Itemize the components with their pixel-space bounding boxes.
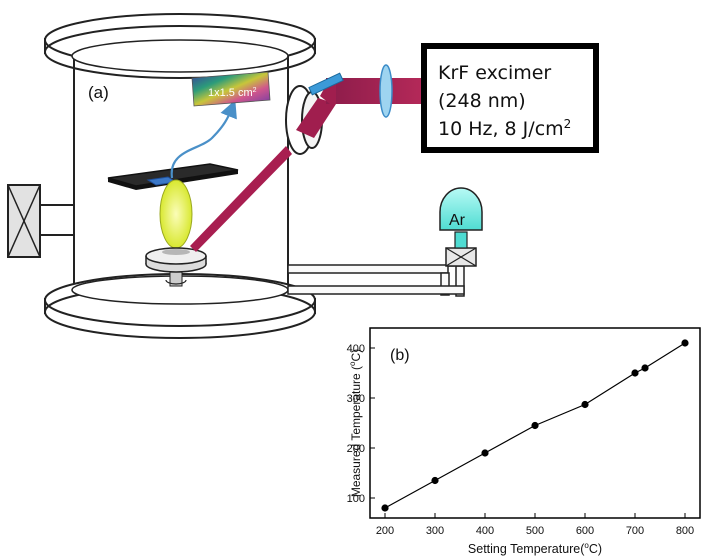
data-point	[631, 369, 639, 377]
x-tick-label: 600	[576, 525, 594, 537]
lens-icon	[379, 64, 393, 118]
argon-label: Ar	[449, 212, 466, 229]
sample-arrow	[170, 99, 237, 179]
laser-wavelength-label: (248 nm)	[438, 90, 526, 112]
x-tick-label: 400	[476, 525, 494, 537]
laser-params-label: 10 Hz, 8 J/cm2	[438, 117, 571, 140]
laser-source-box: KrF excimer (248 nm) 10 Hz, 8 J/cm2	[421, 43, 599, 153]
data-point	[381, 504, 389, 512]
x-axis-label: Setting Temperature(oC)	[468, 541, 602, 556]
x-tick-label: 200	[376, 525, 394, 537]
data-point	[581, 400, 589, 409]
data-point	[531, 421, 539, 430]
laser-type-label: KrF excimer	[438, 62, 551, 84]
y-tick-label: 100	[347, 493, 365, 505]
x-axis-ticks: 200 300 400 500 600 700 800	[376, 513, 694, 537]
external-laser-beam	[296, 64, 432, 138]
y-tick-label: 300	[347, 393, 365, 405]
x-tick-label: 700	[626, 525, 644, 537]
data-point	[681, 339, 689, 347]
x-tick-label: 300	[426, 525, 444, 537]
data-points	[381, 339, 689, 512]
gate-valve-icon	[7, 184, 75, 258]
sample-size-label: 1x1.5 cm2	[208, 87, 257, 99]
mirror-icon	[308, 72, 344, 96]
temperature-chart: (b) 100 200 300 400 200 300 400 500 600 700 800 S…	[347, 327, 701, 556]
data-point	[641, 364, 649, 372]
sample-photo: 1x1.5 cm2	[191, 71, 271, 107]
y-tick-label: 400	[347, 343, 365, 355]
y-tick-label: 200	[347, 443, 365, 455]
data-point	[481, 449, 489, 457]
substrate-holder	[107, 163, 239, 190]
plasma-plume	[159, 179, 193, 249]
target-holder	[145, 247, 207, 287]
chamber-diagram: 1x1.5 cm2 (a) KrF excimer (248 nm) 10 Hz…	[7, 13, 599, 339]
panel-a-label: (a)	[88, 83, 109, 102]
y-axis-ticks: 100 200 300 400	[347, 343, 375, 505]
data-point	[431, 476, 439, 485]
x-tick-label: 500	[526, 525, 544, 537]
internal-laser-beam	[190, 146, 292, 252]
y-axis-label: Measured Temperature (oC)	[348, 349, 363, 497]
gas-line	[287, 247, 477, 297]
panel-b-label: (b)	[390, 347, 410, 364]
argon-cylinder-icon: Ar	[439, 187, 483, 249]
x-tick-label: 800	[676, 525, 694, 537]
